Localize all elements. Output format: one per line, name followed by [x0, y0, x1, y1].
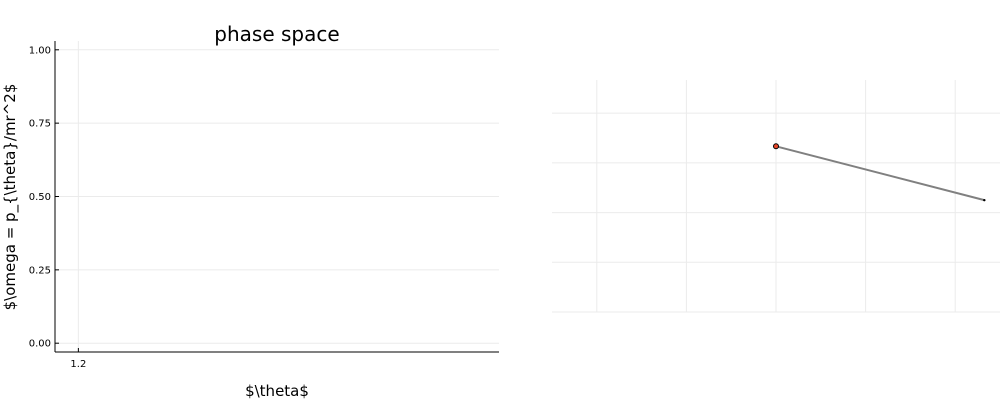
x-tick-label: 1.2: [70, 359, 86, 370]
phase-space-title: phase space: [214, 22, 339, 46]
y-tick-label: 0.25: [29, 265, 51, 276]
y-tick-label: 0.00: [29, 339, 51, 350]
pendulum-rod: [775, 145, 985, 202]
y-axis-label: $\omega = p_{\theta}/mr^2$: [1, 84, 20, 311]
x-ticks: 1.2: [70, 348, 86, 370]
y-tick-label: 1.00: [29, 45, 51, 56]
pendulum-panel: [552, 80, 1000, 313]
y-tick-label: 0.50: [29, 192, 51, 203]
phase-space-panel: 0.00 0.25 0.50 0.75 1.00 1.2 phase space $\t…: [1, 22, 499, 400]
pendulum-bob: [983, 198, 986, 202]
y-ticks: 0.00 0.25 0.50 0.75 1.00: [29, 45, 59, 350]
phase-space-grid: [55, 41, 499, 352]
y-tick-label: 0.75: [29, 119, 51, 130]
x-axis-label: $\theta$: [245, 382, 309, 400]
pendulum-pivot: [773, 143, 779, 150]
pendulum-grid: [552, 80, 1000, 313]
pendulum-marks: [773, 143, 986, 202]
